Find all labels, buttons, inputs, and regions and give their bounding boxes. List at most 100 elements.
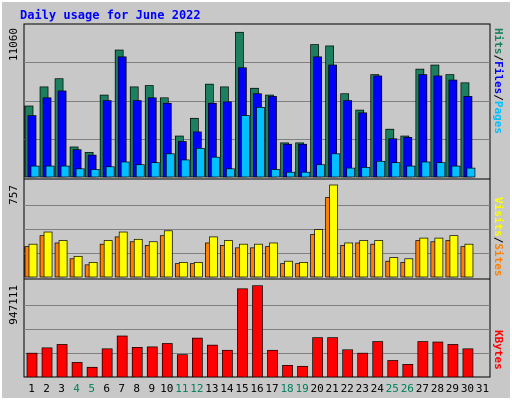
bar-pages-day-9 <box>150 162 160 178</box>
bar-pages-day-10 <box>165 153 175 178</box>
legend-separator: / <box>492 237 505 244</box>
bar-pages-day-19 <box>301 171 310 178</box>
bar-visits-day-24 <box>374 240 384 278</box>
bar-kbytes-day-16 <box>252 285 263 378</box>
bar-kbytes-day-19 <box>297 365 308 378</box>
bar-visits-day-12 <box>194 262 203 278</box>
bar-kbytes-day-25 <box>387 360 399 378</box>
bar-visits-day-6 <box>103 240 113 278</box>
bar-kbytes-day-4 <box>71 362 83 378</box>
bar-visits-day-8 <box>133 238 143 278</box>
bar-pages-day-7 <box>120 161 130 178</box>
bar-visits-day-9 <box>148 241 158 278</box>
bar-files-day-14 <box>223 101 232 178</box>
bar-pages-day-12 <box>196 147 205 178</box>
x-tick-label-day-31: 31 <box>476 382 489 395</box>
bar-files-day-20 <box>313 56 322 178</box>
bar-kbytes-day-1 <box>26 352 38 378</box>
bar-kbytes-day-3 <box>56 344 68 378</box>
x-tick-label-day-3: 3 <box>58 382 65 395</box>
bar-pages-day-11 <box>180 159 190 178</box>
legend-kbytes: KBytes <box>492 330 505 370</box>
legend-sites: Sites <box>492 243 505 276</box>
bar-visits-day-27 <box>419 237 429 278</box>
x-tick-label-day-23: 23 <box>356 382 369 395</box>
legend-kbytes: KBytes <box>492 330 505 370</box>
x-tick-label-day-30: 30 <box>461 382 474 395</box>
x-tick-label-day-16: 16 <box>250 382 263 395</box>
x-tick-label-day-28: 28 <box>431 382 444 395</box>
bar-pages-day-27 <box>421 161 431 178</box>
x-tick-label-day-7: 7 <box>118 382 125 395</box>
x-tick-label-day-22: 22 <box>341 382 354 395</box>
bar-visits-day-15 <box>239 243 248 278</box>
bar-files-day-3 <box>57 90 67 178</box>
bar-kbytes-day-29 <box>447 344 459 378</box>
bar-pages-day-20 <box>316 164 325 178</box>
bar-kbytes-day-11 <box>176 354 188 378</box>
x-tick-label-day-15: 15 <box>235 382 248 395</box>
bar-pages-day-26 <box>406 165 416 178</box>
bar-pages-day-5 <box>90 169 100 178</box>
bar-pages-day-15 <box>241 115 250 178</box>
bar-files-day-30 <box>463 96 473 178</box>
bar-kbytes-day-24 <box>372 341 384 378</box>
legend-traffic: Hits/Files/Pages <box>492 28 505 134</box>
bar-visits-day-2 <box>43 231 53 278</box>
x-tick-label-day-19: 19 <box>295 382 308 395</box>
bar-kbytes-day-22 <box>342 349 354 378</box>
bar-visits-day-22 <box>344 242 354 278</box>
bar-files-day-2 <box>42 97 52 178</box>
bar-pages-day-13 <box>211 156 220 178</box>
bar-kbytes-day-10 <box>161 343 173 378</box>
bar-kbytes-day-23 <box>357 352 369 378</box>
bar-pages-day-23 <box>361 167 371 178</box>
bar-kbytes-day-21 <box>327 337 338 378</box>
bar-pages-day-18 <box>286 171 295 178</box>
legend-visits: Visits <box>492 197 505 237</box>
bar-pages-day-4 <box>75 168 85 178</box>
bar-files-day-7 <box>117 56 127 178</box>
bar-files-day-17 <box>268 96 277 178</box>
bar-visits-day-5 <box>88 262 98 278</box>
bar-visits-day-13 <box>209 236 218 278</box>
ymax-label-traffic: 11060 <box>7 28 20 61</box>
bar-pages-day-14 <box>226 168 235 178</box>
x-tick-label-day-12: 12 <box>190 382 203 395</box>
legend-hits: Hits <box>492 28 505 55</box>
bar-visits-day-4 <box>73 255 83 278</box>
bar-visits-day-1 <box>28 243 38 278</box>
bar-visits-day-18 <box>284 260 293 278</box>
x-tick-label-day-17: 17 <box>265 382 278 395</box>
bar-visits-day-19 <box>299 262 308 278</box>
ymax-label-kbytes: 947111 <box>7 285 20 325</box>
bar-visits-day-28 <box>434 237 444 278</box>
bar-visits-day-7 <box>118 231 128 278</box>
bar-visits-day-17 <box>269 242 278 278</box>
bar-visits-day-29 <box>449 235 459 278</box>
bar-visits-day-30 <box>464 243 474 278</box>
bar-pages-day-8 <box>135 164 145 178</box>
bar-pages-day-6 <box>105 166 115 178</box>
bar-kbytes-day-20 <box>312 337 323 378</box>
bar-kbytes-day-28 <box>432 341 444 378</box>
bar-pages-day-17 <box>271 169 280 178</box>
bar-visits-day-14 <box>224 240 233 278</box>
bar-kbytes-day-8 <box>131 347 143 378</box>
legend-visitors: Visits/Sites <box>492 197 505 277</box>
x-tick-label-day-25: 25 <box>386 382 399 395</box>
bar-kbytes-day-15 <box>237 288 248 378</box>
bar-pages-day-21 <box>331 153 340 178</box>
bar-visits-day-16 <box>254 243 263 278</box>
x-tick-label-day-27: 27 <box>416 382 429 395</box>
bar-visits-day-3 <box>58 240 68 278</box>
bar-pages-day-29 <box>451 165 461 178</box>
bar-pages-day-22 <box>346 167 356 178</box>
x-tick-label-day-29: 29 <box>446 382 459 395</box>
bar-visits-day-20 <box>314 229 323 278</box>
bar-files-day-28 <box>433 75 443 178</box>
bar-kbytes-day-5 <box>86 366 98 378</box>
x-tick-label-day-14: 14 <box>220 382 234 395</box>
bar-visits-day-21 <box>329 184 338 278</box>
